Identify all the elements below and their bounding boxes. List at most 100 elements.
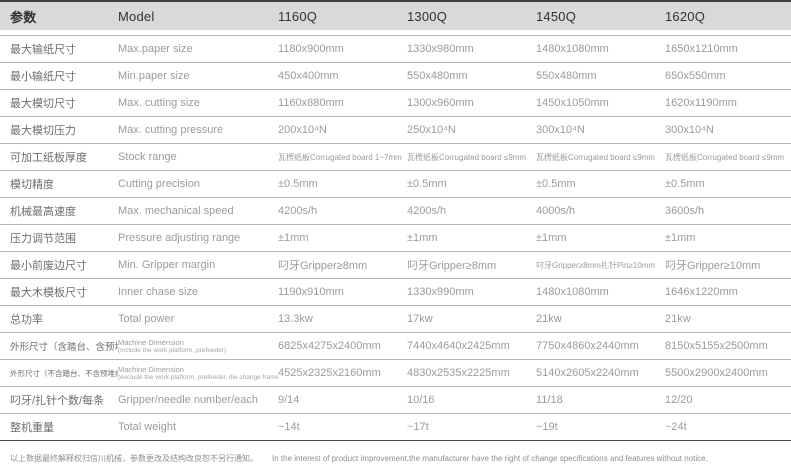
model-cell: Machine Dimension (exclude the work platf… [118,366,278,381]
table-row: 整机重量 Total weight ~14t ~17t ~19t ~24t [0,414,791,441]
model-cell: Gripper/needle number/each [118,395,278,406]
table-row: 总功率 Total power 13.3kw 17kw 21kw 21kw [0,306,791,333]
model-cell: Stock range [118,152,278,163]
value-cell: 5140x2605x2240mm [536,367,639,379]
table-body: 最大输纸尺寸 Max.paper size 1180x900mm 1330x980mm… [0,35,791,441]
model-cell-label: Pressure adjusting range [118,232,241,244]
value-cell: 1646x1220mm [665,286,738,298]
table-row: 最大模切压力 Max. cutting pressure 200x10⁴N 250x1… [0,117,791,144]
value-cell: 叼牙Gripper≥8mm [407,260,497,272]
value-cell: 550x480mm [536,70,597,82]
param-cell: 叼牙/扎针个数/每条 [10,395,105,407]
value-cell: 瓦楞纸板Corrugated board ≤9mm [665,152,785,162]
value-cell: ±0.5mm [278,178,318,190]
table-row: 最大输纸尺寸 Max.paper size 1180x900mm 1330x980mm… [0,36,791,63]
value-cell: ±1mm [665,232,696,244]
column-header-1450q: 1450Q [536,8,577,24]
value-cell: 1330x990mm [407,286,474,298]
value-cell: 11/18 [536,394,563,406]
value-cell: 瓦楞纸板Corrugated board ≤9mm [536,152,656,162]
value-cell: 300x10⁴N [665,124,714,136]
param-cell: 机械最高速度 [10,206,76,218]
value-cell: 4525x2325x2160mm [278,367,381,379]
value-cell: 650x550mm [665,70,726,82]
value-cell: ~24t [665,421,687,433]
model-cell: Max. cutting pressure [118,125,278,136]
model-cell: Pressure adjusting range [118,233,278,244]
param-cell: 总功率 [10,314,43,326]
model-cell: Max.paper size [118,44,278,55]
model-cell-label: Min.paper size [118,70,190,82]
param-cell: 最小输纸尺寸 [10,71,76,83]
model-cell-label: Total power [118,313,175,325]
table-row: 最小输纸尺寸 Min.paper size 450x400mm 550x480mm 55… [0,63,791,90]
value-cell: 12/20 [665,394,693,406]
value-cell: 1300x960mm [407,97,474,109]
model-cell: Total power [118,314,278,325]
model-cell: Min.paper size [118,71,278,82]
value-cell: 21kw [665,313,691,325]
value-cell: 4200s/h [278,205,318,217]
column-header-1160q: 1160Q [278,8,318,24]
value-cell: 1330x980mm [407,43,474,55]
model-cell-label: Min. Gripper margin [118,259,216,271]
model-cell-sublabel: (exclude the work platform, prefeeder, d… [118,373,278,381]
value-cell: 550x480mm [407,70,468,82]
param-cell: 压力调节范围 [10,233,76,245]
value-cell: 4000s/h [536,205,576,217]
value-cell: 10/16 [407,394,435,406]
value-cell: 200x10⁴N [278,124,327,136]
value-cell: 450x400mm [278,70,339,82]
model-cell-label: Max. cutting pressure [118,124,224,136]
param-cell: 最大模切尺寸 [10,98,76,110]
model-cell-sublabel: (include the work platform, prefeeder) [118,346,227,354]
footer-note: 以上数据最终解释权归信川机械，参数更改及结构改良恕不另行通知。 In the in… [0,441,791,464]
value-cell: ±0.5mm [407,178,447,190]
value-cell: 5500x2900x2400mm [665,367,768,379]
model-cell: Max. mechanical speed [118,206,278,217]
value-cell: 1450x1050mm [536,97,609,109]
table-header-row: 参数 Model 1160Q 1300Q 1450Q 1620Q [0,0,791,30]
param-cell: 最大输纸尺寸 [10,44,76,56]
param-cell: 最小前废边尺寸 [10,260,87,272]
param-cell: 可加工纸板厚度 [10,152,87,164]
value-cell: 1190x910mm [278,286,344,298]
table-row: 可加工纸板厚度 Stock range 瓦楞纸板Corrugated board 1… [0,144,791,171]
param-cell: 最大模切压力 [10,125,76,137]
column-header-1620q: 1620Q [665,8,706,24]
table-row: 外形尺寸（含踏台、含预堆纸）Machine Dimension(include … [0,333,791,360]
value-cell: 1480x1080mm [536,286,609,298]
value-cell: 13.3kw [278,313,313,325]
model-cell-label: Machine Dimension [118,365,184,374]
model-cell: Min. Gripper margin [118,260,278,271]
value-cell: 7440x4640x2425mm [407,340,510,352]
model-cell: Inner chase size [118,287,278,298]
table-row: 最大模切尺寸 Max. cutting size 1160x880mm 1300x96… [0,90,791,117]
table-row: 模切精度 Cutting precision ±0.5mm ±0.5mm ±0.5mm ±… [0,171,791,198]
value-cell: 瓦楞纸板Corrugated board ≤9mm [407,152,527,162]
value-cell: 瓦楞纸板Corrugated board 1~7mm [278,152,402,162]
value-cell: 21kw [536,313,562,325]
value-cell: 4200s/h [407,205,447,217]
model-cell-label: Machine Dimension [118,338,184,347]
model-cell-label: Max.paper size [118,43,193,55]
value-cell: 1650x1210mm [665,43,738,55]
model-cell-label: Total weight [118,421,177,433]
value-cell: ±0.5mm [665,178,705,190]
model-cell: Machine Dimension (include the work platf… [118,339,278,354]
value-cell: 1180x900mm [278,43,344,55]
param-cell: 外形尺寸（含踏台、含预堆纸） [10,342,118,353]
column-header-1300q: 1300Q [407,8,448,24]
table-row: 压力调节范围 Pressure adjusting range ±1mm ±1mm ±1… [0,225,791,252]
value-cell: ±1mm [278,232,309,244]
model-cell-label: Inner chase size [118,286,199,298]
value-cell: 9/14 [278,394,300,406]
model-cell-label: Gripper/needle number/each [118,394,259,406]
value-cell: ~19t [536,421,558,433]
table-row: 最大木模板尺寸 Inner chase size 1190x910mm 1330x99… [0,279,791,306]
model-cell: Total weight [118,422,278,433]
value-cell: 300x10⁴N [536,124,585,136]
value-cell: 3600s/h [665,205,705,217]
value-cell: 4830x2535x2225mm [407,367,510,379]
